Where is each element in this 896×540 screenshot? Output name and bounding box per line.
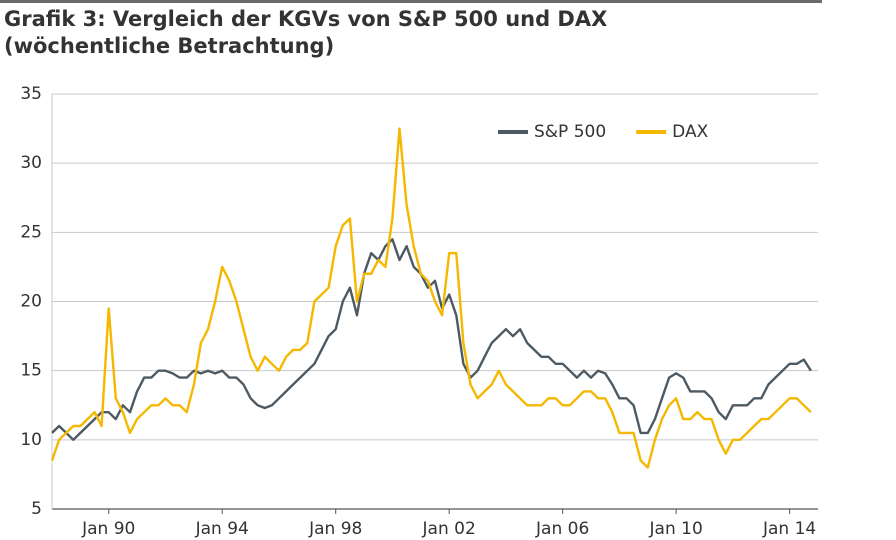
x-tick-label: Jan 98 (308, 519, 362, 539)
y-tick-label: 35 (20, 84, 42, 104)
top-rule (0, 0, 822, 3)
series-line (51, 238, 812, 441)
x-tick-label: Jan 90 (81, 519, 135, 539)
x-tick-label: Jan 14 (762, 519, 816, 539)
y-tick-label: 25 (20, 222, 42, 242)
chart-title: Grafik 3: Vergleich der KGVs von S&P 500… (4, 7, 608, 58)
y-tick-label: 30 (20, 153, 42, 173)
x-tick-label: Jan 02 (422, 519, 476, 539)
y-tick-label: 20 (20, 292, 42, 312)
y-tick-label: 15 (20, 361, 42, 381)
legend-label: DAX (672, 122, 708, 142)
legend-label: S&P 500 (534, 122, 606, 142)
x-tick-label: Jan 94 (195, 519, 249, 539)
series-line (50, 127, 812, 469)
x-tick-label: Jan 06 (535, 519, 589, 539)
x-tick-label: Jan 10 (649, 519, 703, 539)
y-tick-label: 5 (31, 499, 42, 519)
y-tick-label: 10 (20, 430, 42, 450)
